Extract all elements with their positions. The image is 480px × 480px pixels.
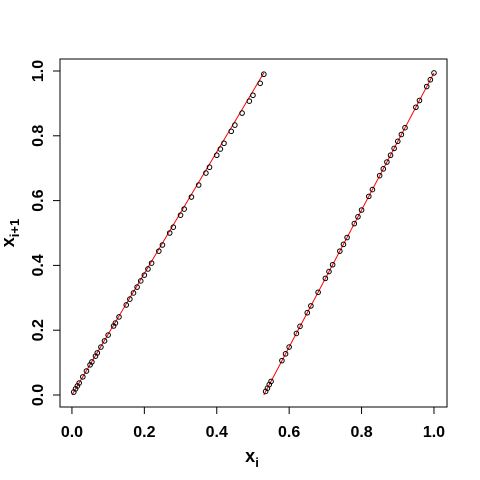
- point: [413, 104, 419, 111]
- point: [177, 212, 184, 218]
- y-tick-label: 0.2: [30, 319, 47, 341]
- point: [239, 110, 245, 116]
- point: [394, 138, 401, 145]
- point: [89, 359, 95, 365]
- point: [340, 241, 347, 248]
- point: [94, 350, 101, 356]
- point: [261, 71, 267, 78]
- point: [416, 97, 423, 104]
- y-tick-label: 0.8: [30, 125, 47, 147]
- point: [308, 303, 314, 309]
- point: [159, 242, 166, 248]
- point: [351, 220, 358, 227]
- point: [369, 186, 376, 193]
- point: [387, 152, 394, 159]
- point: [344, 234, 350, 241]
- x-tick-label: 0.0: [61, 424, 83, 441]
- x-tick-label: 0.2: [133, 424, 155, 441]
- plot-box: [59, 58, 448, 408]
- point: [286, 344, 292, 350]
- point: [315, 289, 321, 296]
- point: [268, 378, 274, 385]
- y-label-sub: i+1: [7, 219, 22, 237]
- point: [101, 338, 108, 344]
- x-tick-label: 0.4: [206, 424, 228, 441]
- point: [384, 159, 390, 165]
- point: [228, 128, 235, 135]
- point: [116, 314, 122, 320]
- point: [206, 164, 213, 171]
- point: [217, 146, 224, 152]
- point: [246, 98, 253, 104]
- point: [130, 290, 137, 296]
- point: [145, 266, 151, 272]
- point: [166, 230, 173, 236]
- x-label-sub: i: [255, 455, 259, 470]
- point: [83, 368, 90, 374]
- point: [105, 332, 111, 338]
- point: [127, 296, 133, 302]
- x-tick-label: 0.6: [278, 424, 300, 441]
- point: [137, 278, 144, 284]
- y-tick-label: 0.4: [30, 254, 47, 276]
- y-tick-label: 0.6: [30, 189, 47, 211]
- point: [355, 213, 361, 220]
- point: [279, 357, 285, 364]
- y-axis-label: xi+1: [0, 219, 22, 247]
- y-label-text: x: [0, 237, 18, 247]
- x-tick-label: 1.0: [423, 424, 445, 441]
- point: [195, 182, 202, 188]
- point: [232, 122, 238, 128]
- y-tick-label: 1.0: [30, 60, 47, 82]
- point: [213, 152, 220, 159]
- point: [221, 140, 227, 147]
- point: [134, 284, 140, 290]
- point: [297, 323, 303, 330]
- y-tick-label: 0.0: [30, 384, 47, 406]
- point: [376, 172, 383, 179]
- point: [123, 302, 130, 308]
- point: [156, 248, 162, 254]
- point: [402, 124, 408, 131]
- point: [380, 166, 387, 172]
- point: [112, 320, 119, 326]
- x-axis-label: xi: [245, 446, 259, 470]
- point: [80, 374, 86, 380]
- point: [427, 76, 434, 83]
- point: [423, 83, 430, 90]
- point: [98, 344, 104, 350]
- point: [203, 170, 209, 176]
- point: [304, 309, 311, 316]
- point: [282, 351, 289, 357]
- point: [76, 380, 82, 386]
- x-tick-label: 0.8: [350, 424, 372, 441]
- point: [293, 330, 300, 337]
- x-label-text: x: [245, 446, 255, 466]
- point: [366, 193, 372, 200]
- point: [329, 261, 336, 268]
- point: [431, 70, 437, 76]
- point: [358, 207, 365, 213]
- point: [322, 275, 329, 282]
- point: [337, 248, 343, 254]
- point: [141, 272, 148, 278]
- point: [148, 260, 155, 266]
- point: [181, 206, 187, 212]
- point: [188, 194, 195, 200]
- point: [257, 80, 263, 87]
- point: [398, 131, 405, 138]
- point: [250, 92, 256, 99]
- point: [170, 224, 177, 230]
- point: [326, 268, 332, 275]
- fit-line: [263, 72, 435, 396]
- point: [391, 145, 397, 152]
